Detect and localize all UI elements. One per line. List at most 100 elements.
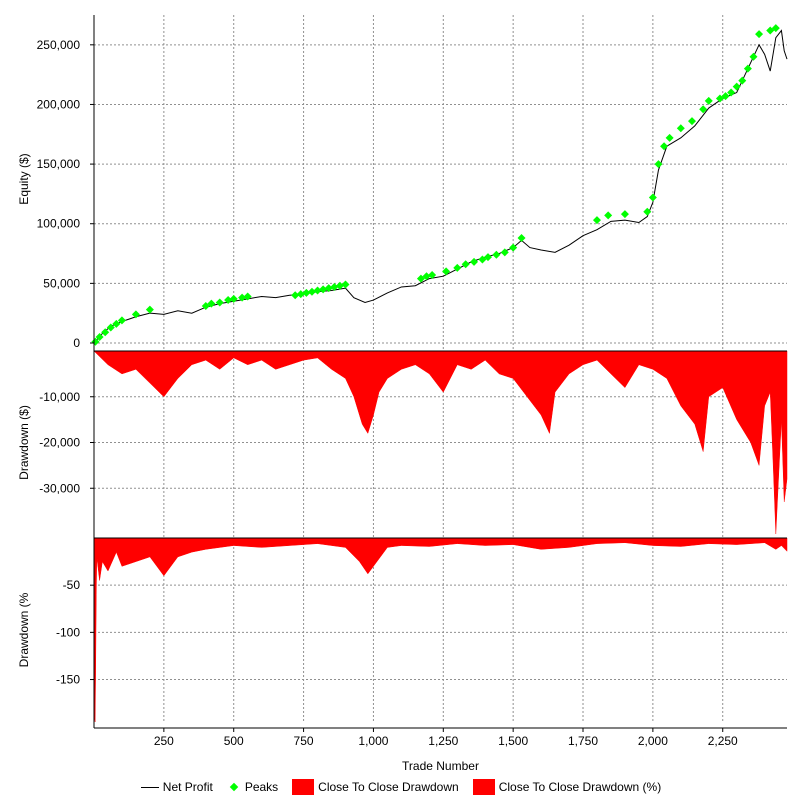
legend-item-net-profit[interactable]: Net Profit [140,780,213,794]
peak-marker [517,234,526,243]
series-line [93,29,788,344]
y-tick-label: 150,000 [37,157,81,171]
x-tick-label: 1,250 [428,734,458,748]
y-tick-label: 250,000 [37,38,81,52]
legend-item-peaks[interactable]: Peaks [227,780,278,794]
peak-marker [592,216,601,225]
y-axis-title: Drawdown (% [17,592,31,667]
peak-marker [643,207,652,216]
legend-item-drawdown[interactable]: Close To Close Drawdown [292,779,459,795]
peak-marker [654,160,663,169]
peak-marker [313,286,322,295]
peak-marker [229,294,238,303]
peak-marker [492,250,501,259]
peak-marker [738,76,747,85]
legend-item-drawdown-percent[interactable]: Close To Close Drawdown (%) [472,779,662,795]
y-tick-label: -20,000 [39,436,80,450]
peak-marker [755,30,764,39]
peak-marker [324,284,333,293]
x-tick-label: 250 [154,734,174,748]
peak-marker [330,282,339,291]
x-tick-label: 2,250 [708,734,738,748]
y-axis-title: Drawdown ($) [17,405,31,480]
peak-marker [319,285,328,294]
peak-marker [500,248,509,257]
y-axis-title: Equity ($) [17,153,31,204]
y-tick-label: 0 [73,336,80,350]
y-tick-label: 100,000 [37,217,81,231]
peak-marker [145,305,154,314]
peak-marker [215,298,224,307]
y-tick-label: -150 [56,673,80,687]
peak-marker [307,287,316,296]
legend-diamond-icon [229,782,239,792]
peak-marker [461,260,470,269]
legend-label: Peaks [244,780,279,794]
peak-marker [291,291,300,300]
peak-marker [687,117,696,126]
series-area [93,350,788,535]
peak-marker [224,296,233,305]
x-tick-label: 2,000 [638,734,668,748]
peak-marker [721,92,730,101]
y-tick-label: -100 [56,625,80,639]
labels: 250 500 750 1,000 1,250 1,500 1,750 2,000 2,250 T… [17,38,738,773]
peak-marker [335,281,344,290]
x-tick-label: 1,500 [498,734,528,748]
peak-marker [112,319,121,328]
peak-marker [604,211,613,220]
peak-marker [699,105,708,114]
peak-marker [749,52,758,61]
peak-marker [117,316,126,325]
x-axis-title: Trade Number [402,759,479,773]
peak-marker [704,96,713,105]
peak-marker [238,293,247,302]
peak-marker [442,267,451,276]
peak-marker [484,253,493,262]
y-tick-label: -50 [63,578,81,592]
legend-line-icon [140,786,159,788]
x-tick-label: 750 [294,734,314,748]
peak-marker [106,323,115,332]
peak-marker [648,193,657,202]
legend-label: Close To Close Drawdown (%) [498,780,662,794]
peak-marker [453,263,462,272]
legend-label: Net Profit [162,780,213,794]
y-tick-label: 200,000 [37,97,81,111]
series [91,24,788,723]
peak-marker [91,337,100,346]
x-tick-label: 500 [224,734,244,748]
x-tick-label: 1,000 [358,734,388,748]
peak-marker [743,64,752,73]
peak-marker [101,328,110,337]
peak-marker [470,257,479,266]
legend-swatch-icon [292,779,315,795]
peak-marker [341,280,350,289]
peak-marker [296,290,305,299]
y-tick-label: -30,000 [39,481,80,495]
peak-marker [422,272,431,281]
peak-marker [665,133,674,142]
peak-marker [676,124,685,133]
peak-marker [771,24,780,33]
peak-marker [131,310,140,319]
legend-swatch-icon [472,779,495,795]
peak-marker [660,142,669,151]
legend-label: Close To Close Drawdown [318,780,459,794]
peak-marker [243,292,252,301]
y-tick-label: 50,000 [43,276,80,290]
x-tick-label: 1,750 [568,734,598,748]
peak-marker [428,271,437,280]
peak-marker [302,288,311,297]
peak-marker [95,333,104,342]
y-tick-label: -10,000 [39,390,80,404]
peak-marker [509,243,518,252]
peak-marker [732,82,741,91]
axes [90,15,787,732]
peak-marker [207,299,216,308]
chart: 250 500 750 1,000 1,250 1,500 1,750 2,000 2,250 T… [17,15,788,773]
peak-marker [727,88,736,97]
legend: Net Profit Peaks Close To Close Drawdown… [0,776,802,798]
series-area [93,537,788,723]
peak-marker [620,210,629,219]
